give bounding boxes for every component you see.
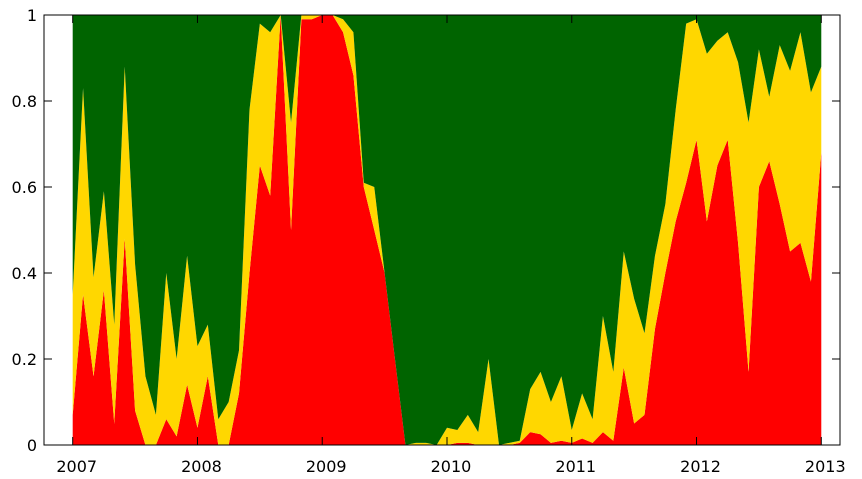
x-tick-label: 2008 [181,457,222,476]
y-tick-label: 0.4 [12,264,37,283]
y-tick-label: 0.6 [12,178,37,197]
y-tick-label: 1 [27,6,37,25]
area [72,15,822,445]
plot-frame [43,14,841,446]
y-tick-label: 0 [27,436,37,455]
x-tick-label: 2012 [680,457,721,476]
x-tick-label: 2010 [431,457,472,476]
area [72,15,822,445]
x-tick-label: 2009 [306,457,347,476]
x-tick-label: 2011 [555,457,596,476]
area [72,15,822,445]
y-tick-label: 0.8 [12,92,37,111]
x-tick-label: 2013 [805,457,846,476]
x-tick-label: 2007 [56,457,97,476]
y-tick-label: 0.2 [12,350,37,369]
